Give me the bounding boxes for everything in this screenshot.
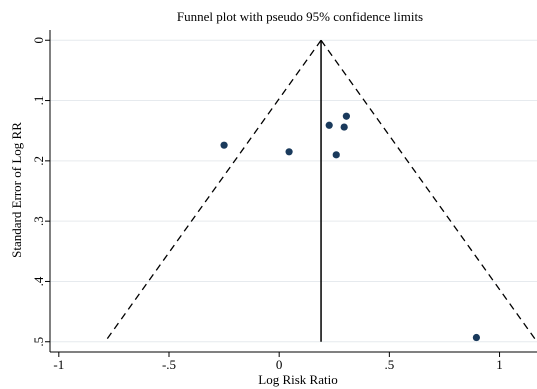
chart-title: Funnel plot with pseudo 95% confidence l…: [177, 9, 423, 24]
x-tick-label: 1: [496, 357, 503, 372]
data-point: [220, 141, 228, 149]
y-tick-label: .1: [31, 96, 46, 106]
confidence-limit: [320, 39, 537, 343]
data-point: [285, 148, 293, 156]
y-tick-label: .5: [31, 337, 46, 347]
data-point: [325, 121, 333, 129]
data-point: [342, 112, 350, 120]
x-tick-label: .5: [384, 357, 394, 372]
y-tick-label: .4: [31, 276, 46, 286]
data-point: [340, 123, 348, 131]
x-tick-label: -1: [53, 357, 64, 372]
x-tick-label: 0: [276, 357, 283, 372]
x-axis-label: Log Risk Ratio: [258, 372, 337, 387]
data-point: [472, 333, 481, 342]
y-tick-label: 0: [31, 37, 46, 44]
data-point: [332, 151, 340, 159]
confidence-limit: [104, 39, 322, 343]
x-tick-label: -.5: [162, 357, 176, 372]
y-tick-label: .3: [31, 216, 46, 226]
y-tick-label: .2: [31, 156, 46, 166]
y-axis-label: Standard Error of Log RR: [9, 122, 24, 258]
